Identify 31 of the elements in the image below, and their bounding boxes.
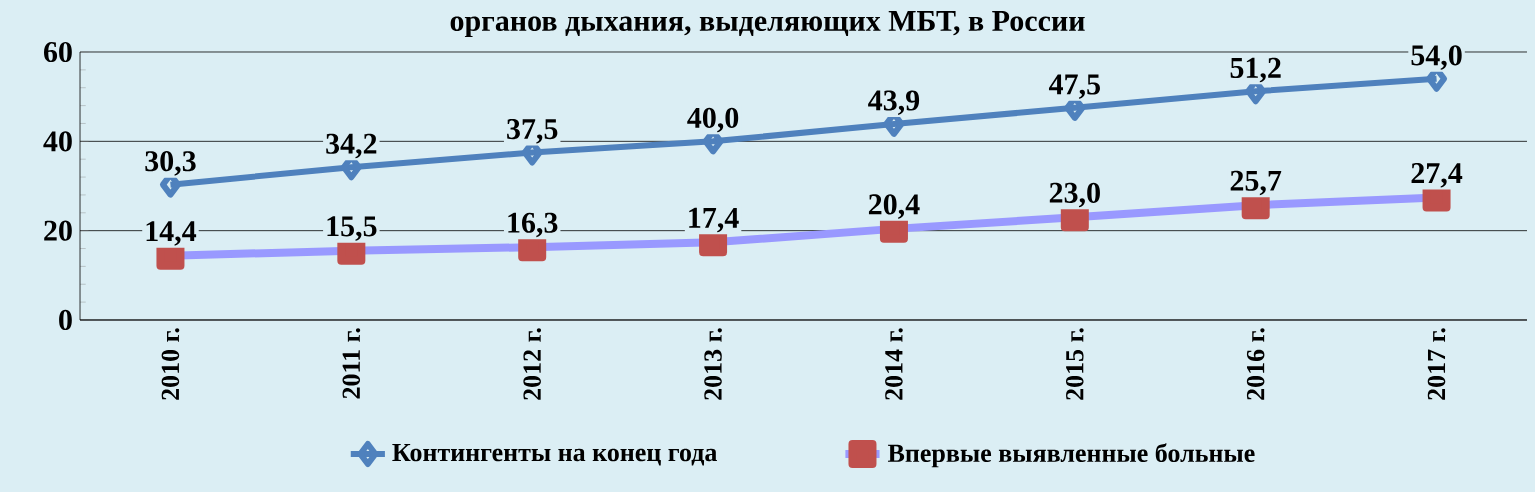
y-tick-label: 40: [43, 131, 72, 152]
data-label: 23,0: [1049, 182, 1100, 208]
y-tick-label: 20: [44, 220, 72, 241]
data-label: 43,9: [868, 90, 920, 115]
chart-title: органов дыхания, выделяющих МБТ, в России: [450, 11, 1085, 38]
data-label: 51,2: [1230, 57, 1281, 83]
x-tick-label: 2015 г.: [1066, 328, 1084, 400]
data-label: 54,0: [1411, 45, 1462, 70]
legend-label: Впервые выявленные больные: [887, 443, 1255, 468]
data-label: 17,4: [689, 207, 739, 233]
data-label: 15,5: [327, 216, 377, 241]
x-tick-label: 2014 г.: [885, 328, 903, 400]
data-label: 47,5: [1048, 74, 1100, 99]
data-label: 40,0: [687, 107, 739, 133]
data-label: 37,5: [507, 119, 558, 144]
data-label: 27,4: [1411, 163, 1463, 188]
x-tick-label: 2013 г.: [704, 328, 722, 400]
data-label: 25,7: [1230, 170, 1282, 196]
x-tick-label: 2010 г.: [161, 328, 180, 400]
x-tick-label: 2011 г.: [342, 328, 361, 399]
y-tick-label: 0: [59, 309, 72, 331]
data-label: 16,3: [508, 212, 558, 238]
data-label: 30,3: [145, 151, 196, 176]
x-tick-label: 2012 г.: [523, 328, 542, 400]
data-label: 20,4: [868, 194, 920, 219]
data-label: 34,2: [326, 133, 377, 159]
data-label: 14,4: [146, 221, 197, 246]
x-tick-label: 2016 г.: [1246, 328, 1265, 400]
x-tick-label: 2017 г.: [1427, 328, 1446, 400]
y-tick-label: 60: [43, 41, 72, 63]
legend-label: Контингенты на конец года: [392, 443, 717, 466]
